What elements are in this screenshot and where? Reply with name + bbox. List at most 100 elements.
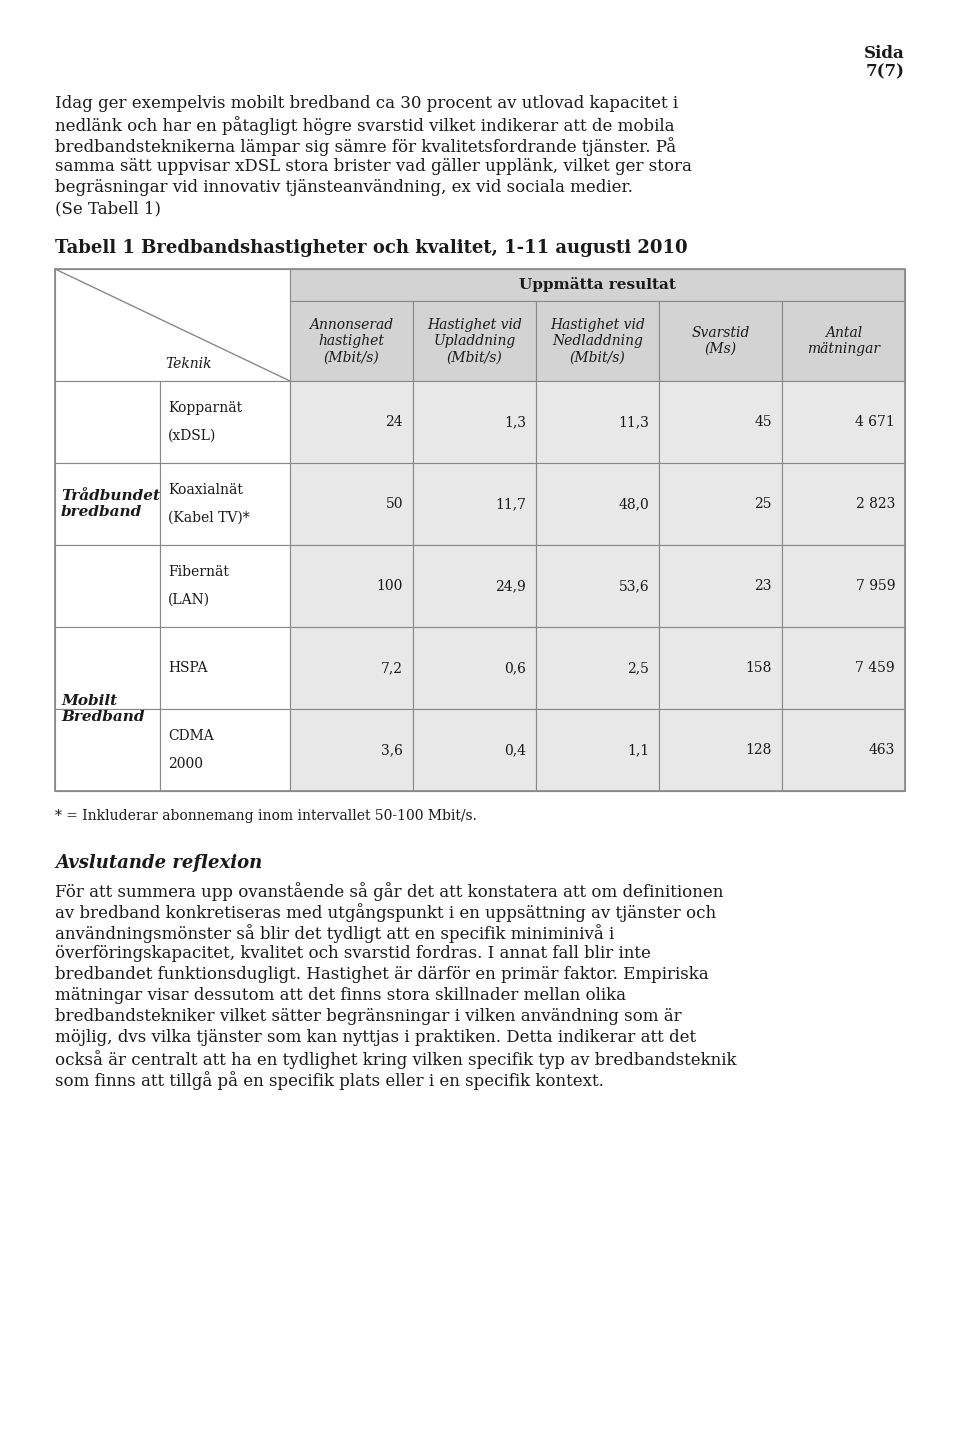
Text: Kopparnät: Kopparnät: [168, 401, 242, 416]
Bar: [536, 301, 659, 381]
Text: 2,5: 2,5: [627, 661, 649, 674]
Text: Antal
mätningar: Antal mätningar: [807, 326, 880, 357]
Text: Svarstid
(Ms): Svarstid (Ms): [691, 326, 750, 357]
Text: HSPA: HSPA: [168, 661, 207, 674]
Text: Annonserad
hastighet
(Mbit/s): Annonserad hastighet (Mbit/s): [309, 318, 394, 364]
Text: * = Inkluderar abonnemang inom intervallet 50-100 Mbit/s.: * = Inkluderar abonnemang inom intervall…: [55, 810, 477, 823]
Text: Mobilt
Bredband: Mobilt Bredband: [61, 695, 145, 725]
Bar: [160, 709, 290, 791]
Bar: [659, 709, 782, 791]
Text: nedlänk och har en påtagligt högre svarstid vilket indikerar att de mobila: nedlänk och har en påtagligt högre svars…: [55, 116, 675, 135]
Text: Hastighet vid
Upladdning
(Mbit/s): Hastighet vid Upladdning (Mbit/s): [427, 318, 522, 364]
Text: samma sätt uppvisar xDSL stora brister vad gäller upplänk, vilket ger stora: samma sätt uppvisar xDSL stora brister v…: [55, 158, 692, 175]
Bar: [290, 381, 413, 463]
Text: 1,1: 1,1: [627, 743, 649, 756]
Bar: [413, 301, 536, 381]
Text: 50: 50: [386, 498, 403, 510]
Text: 25: 25: [755, 498, 772, 510]
Text: överföringskapacitet, kvalitet och svarstid fordras. I annat fall blir inte: överföringskapacitet, kvalitet och svars…: [55, 945, 651, 962]
Text: Trådbundet
bredband: Trådbundet bredband: [61, 489, 160, 519]
Bar: [413, 381, 536, 463]
Bar: [290, 627, 413, 709]
Text: 11,3: 11,3: [618, 416, 649, 429]
Bar: [413, 545, 536, 627]
Bar: [55, 269, 905, 791]
Bar: [659, 463, 782, 545]
Text: 100: 100: [376, 580, 403, 592]
Bar: [536, 545, 659, 627]
Bar: [782, 627, 905, 709]
Bar: [160, 463, 290, 545]
Text: bredbandet funktionsdugligt. Hastighet är därför en primär faktor. Empiriska: bredbandet funktionsdugligt. Hastighet ä…: [55, 966, 708, 984]
Bar: [536, 381, 659, 463]
Text: mätningar visar dessutom att det finns stora skillnader mellan olika: mätningar visar dessutom att det finns s…: [55, 986, 626, 1004]
Text: CDMA: CDMA: [168, 729, 214, 743]
Text: också är centralt att ha en tydlighet kring vilken specifik typ av bredbandstekn: också är centralt att ha en tydlighet kr…: [55, 1050, 736, 1068]
Text: Idag ger exempelvis mobilt bredband ca 30 procent av utlovad kapacitet i: Idag ger exempelvis mobilt bredband ca 3…: [55, 95, 678, 112]
Text: 2 823: 2 823: [855, 498, 895, 510]
Bar: [160, 381, 290, 463]
Bar: [55, 463, 160, 545]
Bar: [413, 627, 536, 709]
Text: 1,3: 1,3: [504, 416, 526, 429]
Text: Tabell 1 Bredbandshastigheter och kvalitet, 1-11 augusti 2010: Tabell 1 Bredbandshastigheter och kvalit…: [55, 239, 687, 257]
Text: 7,2: 7,2: [381, 661, 403, 674]
Text: 23: 23: [755, 580, 772, 592]
Bar: [782, 709, 905, 791]
Text: 463: 463: [869, 743, 895, 756]
Text: Fibernät: Fibernät: [168, 565, 228, 580]
Bar: [55, 627, 160, 709]
Text: 7(7): 7(7): [866, 63, 905, 81]
Bar: [413, 709, 536, 791]
Text: 4 671: 4 671: [855, 416, 895, 429]
Text: Hastighet vid
Nedladdning
(Mbit/s): Hastighet vid Nedladdning (Mbit/s): [550, 318, 645, 364]
Bar: [536, 463, 659, 545]
Bar: [55, 709, 160, 791]
Bar: [290, 545, 413, 627]
Text: 7 959: 7 959: [855, 580, 895, 592]
Text: 158: 158: [746, 661, 772, 674]
Bar: [290, 709, 413, 791]
Bar: [55, 545, 160, 627]
Text: 53,6: 53,6: [618, 580, 649, 592]
Text: bredbandstekniker vilket sätter begränsningar i vilken användning som är: bredbandstekniker vilket sätter begränsn…: [55, 1008, 682, 1025]
Text: (Se Tabell 1): (Se Tabell 1): [55, 200, 161, 217]
Bar: [782, 381, 905, 463]
Text: 128: 128: [746, 743, 772, 756]
Text: Teknik: Teknik: [165, 357, 211, 371]
Bar: [290, 301, 413, 381]
Text: begräsningar vid innovativ tjänsteanvändning, ex vid sociala medier.: begräsningar vid innovativ tjänsteanvänd…: [55, 178, 633, 196]
Text: 2000: 2000: [168, 756, 203, 771]
Bar: [55, 381, 160, 463]
Bar: [290, 269, 905, 301]
Bar: [160, 627, 290, 709]
Text: Avslutande reflexion: Avslutande reflexion: [55, 854, 262, 871]
Bar: [659, 627, 782, 709]
Bar: [659, 301, 782, 381]
Text: (Kabel TV)*: (Kabel TV)*: [168, 510, 250, 525]
Text: Koaxialnät: Koaxialnät: [168, 483, 243, 498]
Text: 7 459: 7 459: [855, 661, 895, 674]
Bar: [782, 545, 905, 627]
Text: 45: 45: [755, 416, 772, 429]
Bar: [160, 545, 290, 627]
Text: Sida: Sida: [864, 45, 905, 62]
Text: 48,0: 48,0: [618, 498, 649, 510]
Text: 24,9: 24,9: [495, 580, 526, 592]
Bar: [782, 301, 905, 381]
Text: 24: 24: [385, 416, 403, 429]
Bar: [536, 627, 659, 709]
Text: 11,7: 11,7: [495, 498, 526, 510]
Text: som finns att tillgå på en specifik plats eller i en specifik kontext.: som finns att tillgå på en specifik plat…: [55, 1071, 604, 1090]
Text: av bredband konkretiseras med utgångspunkt i en uppsättning av tjänster och: av bredband konkretiseras med utgångspun…: [55, 903, 716, 922]
Text: 3,6: 3,6: [381, 743, 403, 756]
Text: Uppmätta resultat: Uppmätta resultat: [519, 278, 676, 292]
Bar: [782, 463, 905, 545]
Bar: [290, 463, 413, 545]
Text: bredbandsteknikerna lämpar sig sämre för kvalitetsfordrande tjänster. På: bredbandsteknikerna lämpar sig sämre för…: [55, 137, 676, 155]
Bar: [536, 709, 659, 791]
Text: 0,6: 0,6: [504, 661, 526, 674]
Bar: [659, 381, 782, 463]
Text: användningsmönster så blir det tydligt att en specifik miniminivå i: användningsmönster så blir det tydligt a…: [55, 925, 614, 943]
Text: (LAN): (LAN): [168, 592, 210, 607]
